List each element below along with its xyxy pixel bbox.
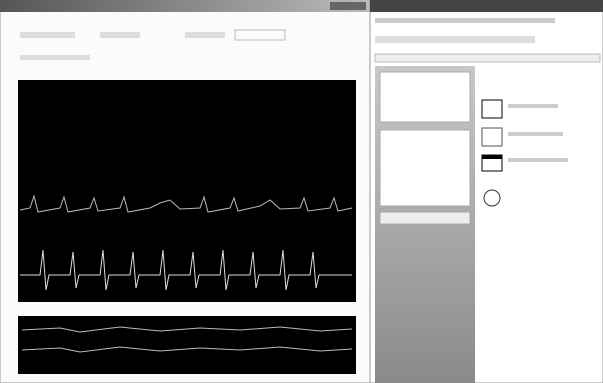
task-panel: [380, 130, 470, 206]
file-label: [508, 158, 568, 162]
address-bar[interactable]: [375, 54, 600, 62]
task-panel: [380, 72, 470, 122]
file-icon[interactable]: [484, 190, 500, 206]
desktop: [0, 0, 603, 383]
window-buttons[interactable]: [330, 2, 366, 10]
file-icon[interactable]: [482, 128, 502, 146]
ecg-strip: [18, 316, 356, 374]
title-bar: [370, 0, 603, 12]
tool-button[interactable]: [185, 32, 225, 38]
file-icon[interactable]: [482, 100, 502, 118]
monitor-window: [0, 0, 370, 383]
ecg-screen: [18, 80, 356, 302]
file-label: [508, 104, 558, 108]
task-panel[interactable]: [380, 212, 470, 224]
file-label: [508, 132, 563, 136]
file-icon-bar: [482, 155, 502, 159]
tool-button[interactable]: [100, 32, 140, 38]
explorer-window: [370, 0, 603, 383]
menu-bar[interactable]: [375, 18, 555, 23]
tool-button[interactable]: [20, 32, 75, 38]
toolbar[interactable]: [375, 36, 535, 43]
title-bar: [0, 0, 370, 12]
status-text: [20, 55, 90, 60]
page: (() => { const data = JSON.parse(documen…: [0, 0, 603, 383]
